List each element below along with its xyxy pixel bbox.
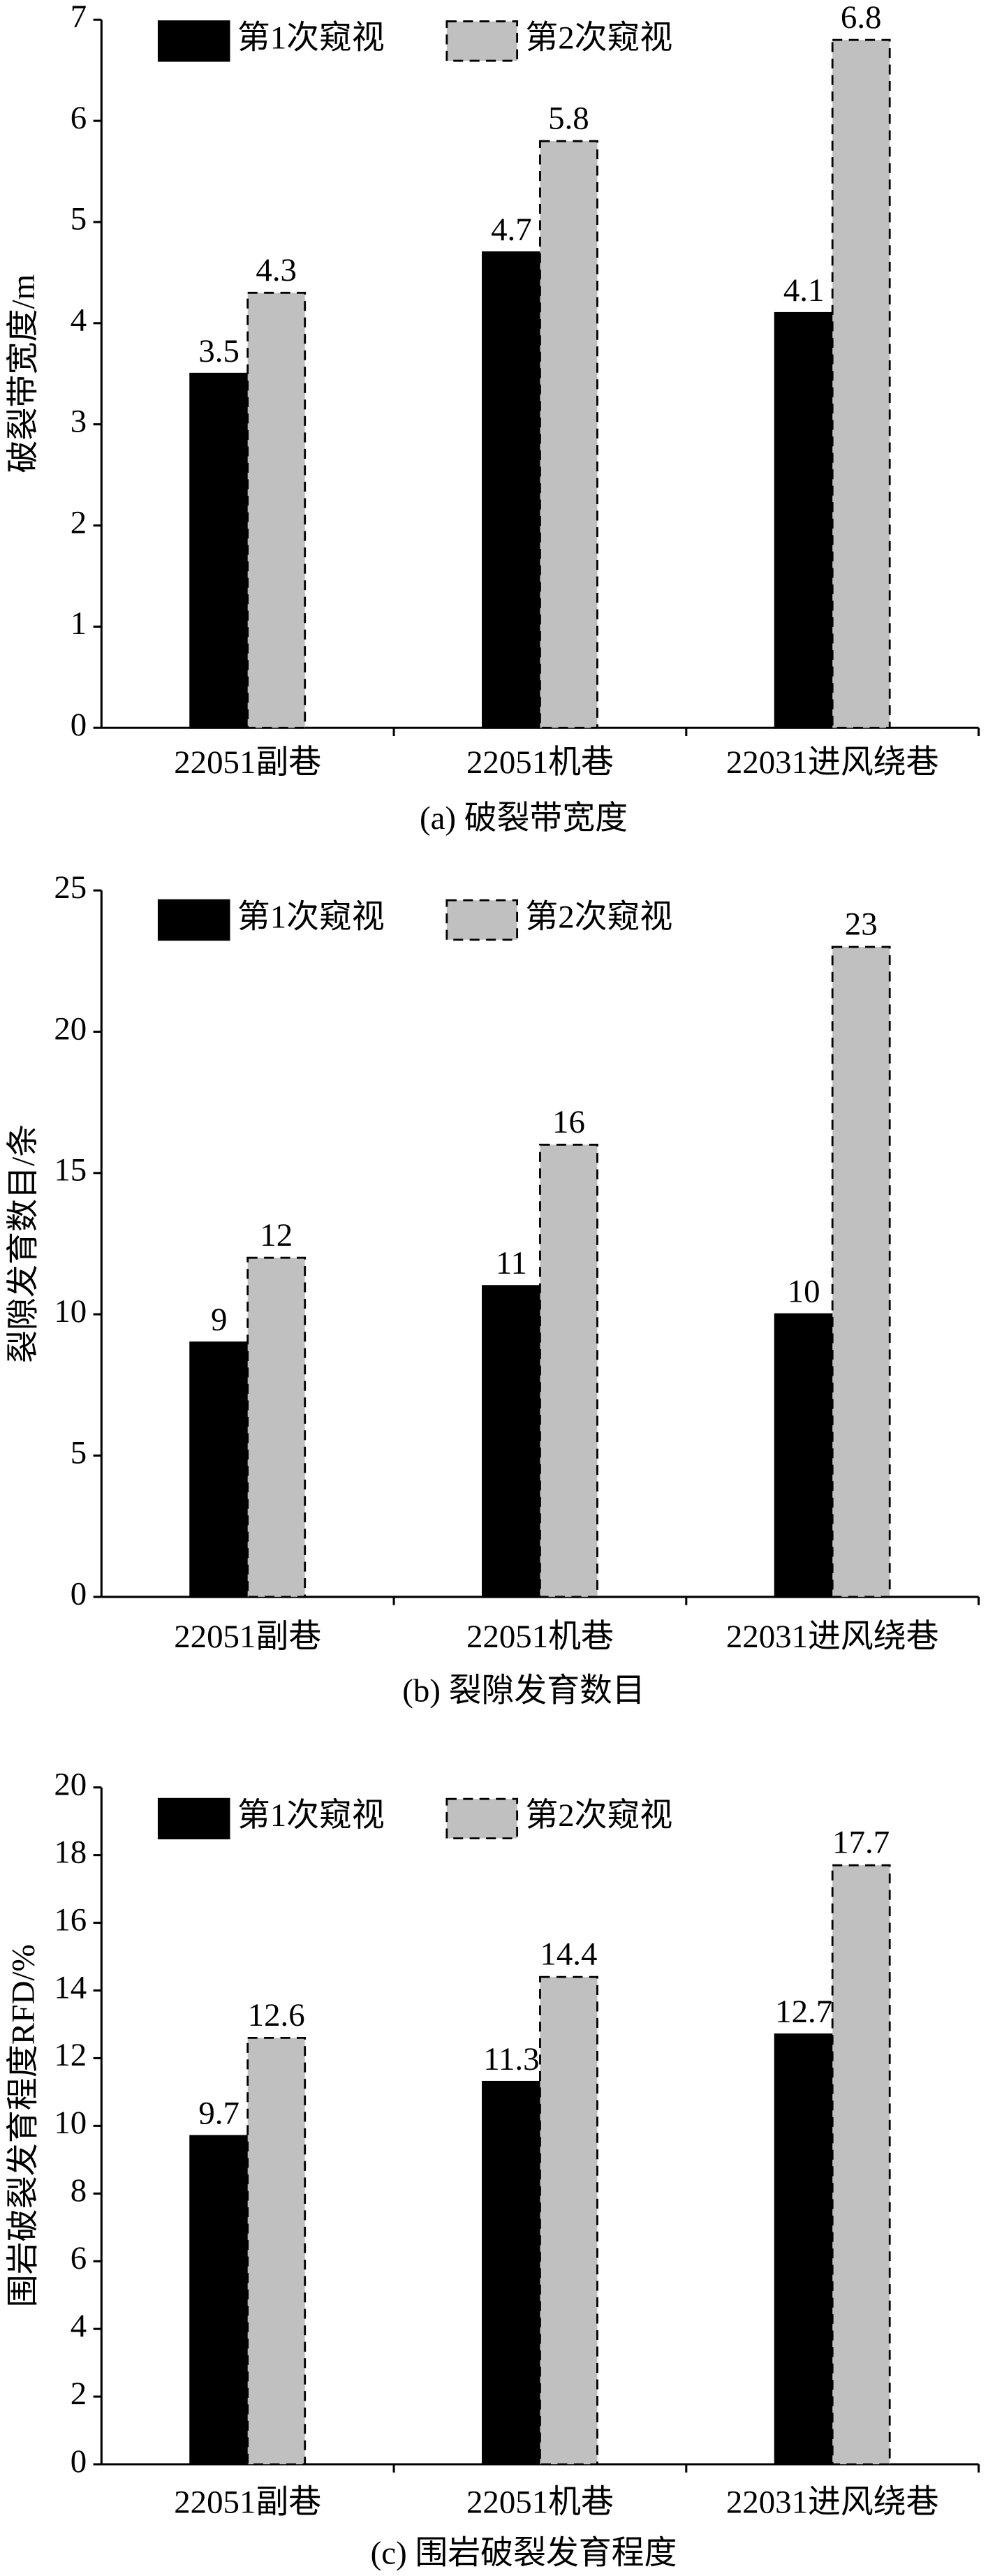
- bar: [774, 311, 834, 729]
- legend-label: 第2次窥视: [525, 1797, 672, 1834]
- x-tick-label: 22051机巷: [466, 2485, 614, 2521]
- y-tick-label: 20: [54, 1010, 87, 1047]
- value-label: 3.5: [198, 333, 239, 369]
- x-tick-label: 22031进风绕巷: [726, 1619, 939, 1655]
- value-label: 4.1: [783, 272, 825, 309]
- bar: [482, 251, 541, 729]
- y-axis-label: 破裂带宽度/m: [5, 274, 41, 473]
- value-label: 9: [211, 1302, 227, 1338]
- x-tick-label: 22051机巷: [466, 1619, 614, 1655]
- value-label: 11: [496, 1245, 527, 1281]
- bar: [539, 140, 598, 729]
- chart-caption: (b) 裂隙发育数目: [402, 1672, 645, 1709]
- legend-label: 第2次窥视: [525, 899, 672, 935]
- y-tick-label: 2: [71, 504, 87, 540]
- y-axis-label: 裂隙发育数目/条: [5, 1124, 41, 1363]
- legend-swatch: [157, 899, 230, 941]
- y-tick-label: 0: [71, 1576, 87, 1612]
- value-label: 5.8: [548, 101, 589, 137]
- x-tick-label: 22031进风绕巷: [726, 744, 939, 781]
- value-label: 23: [845, 906, 878, 943]
- y-tick-label: 10: [54, 1293, 87, 1330]
- y-tick-label: 4: [71, 2308, 87, 2344]
- value-label: 11.3: [483, 2041, 539, 2077]
- y-tick-label: 16: [54, 1901, 87, 1938]
- y-tick-label: 12: [54, 2037, 87, 2073]
- value-label: 17.7: [832, 1825, 890, 1861]
- y-tick-label: 25: [54, 869, 87, 906]
- legend-swatch: [157, 20, 230, 62]
- bar: [189, 2135, 249, 2466]
- y-tick-label: 6: [71, 100, 87, 136]
- x-tick-label: 22051机巷: [466, 744, 614, 781]
- value-label: 16: [552, 1104, 585, 1140]
- bar: [831, 38, 891, 729]
- y-tick-label: 2: [71, 2376, 87, 2412]
- value-label: 12: [260, 1217, 293, 1253]
- bar: [831, 945, 891, 1598]
- y-tick-label: 4: [71, 302, 87, 339]
- bar: [482, 2080, 541, 2466]
- value-label: 6.8: [841, 0, 882, 36]
- legend-swatch: [445, 20, 519, 62]
- x-tick-label: 22051副巷: [174, 1619, 321, 1655]
- y-axis-label: 围岩破裂发育程度RFD/%: [5, 1944, 41, 2307]
- y-tick-label: 10: [54, 2105, 87, 2141]
- y-tick-label: 3: [71, 403, 87, 439]
- y-tick-label: 14: [54, 1969, 87, 2005]
- y-tick-label: 15: [54, 1152, 87, 1188]
- value-label: 14.4: [540, 1936, 597, 1973]
- y-tick-label: 1: [71, 605, 87, 642]
- chart-caption: (a) 破裂带宽度: [420, 800, 628, 837]
- x-tick-label: 22031进风绕巷: [726, 2485, 939, 2521]
- legend-label: 第1次窥视: [237, 20, 385, 57]
- y-tick-label: 5: [71, 201, 87, 237]
- legend-swatch: [157, 1797, 230, 1840]
- bar: [189, 1341, 249, 1598]
- y-tick-label: 20: [54, 1766, 87, 1802]
- bar: [831, 1864, 891, 2466]
- value-label: 4.3: [256, 252, 297, 288]
- y-tick-label: 0: [71, 707, 87, 743]
- bar: [774, 2033, 834, 2466]
- y-tick-label: 0: [71, 2443, 87, 2480]
- y-tick-label: 8: [71, 2172, 87, 2209]
- legend-swatch: [445, 1797, 519, 1840]
- y-tick-label: 6: [71, 2240, 87, 2276]
- bar: [482, 1285, 541, 1598]
- bar: [246, 291, 307, 729]
- legend-swatch: [445, 899, 519, 941]
- bar: [774, 1313, 834, 1598]
- value-label: 12.6: [248, 1997, 305, 2033]
- bar: [539, 1975, 598, 2466]
- bar: [246, 1256, 307, 1598]
- value-label: 10: [788, 1274, 820, 1310]
- legend-label: 第1次窥视: [237, 899, 385, 935]
- value-label: 9.7: [198, 2095, 239, 2131]
- y-tick-label: 7: [71, 0, 87, 35]
- bar: [246, 2036, 307, 2466]
- legend-label: 第1次窥视: [237, 1797, 385, 1834]
- legend-label: 第2次窥视: [525, 20, 672, 57]
- value-label: 4.7: [491, 212, 532, 248]
- x-tick-label: 22051副巷: [174, 2485, 321, 2521]
- x-tick-label: 22051副巷: [174, 744, 321, 781]
- bar: [539, 1143, 598, 1598]
- bar: [189, 372, 249, 729]
- value-label: 12.7: [775, 1994, 832, 2030]
- y-tick-label: 18: [54, 1834, 87, 1870]
- chart-caption: (c) 围岩破裂发育程度: [371, 2535, 677, 2571]
- y-tick-label: 5: [71, 1434, 87, 1471]
